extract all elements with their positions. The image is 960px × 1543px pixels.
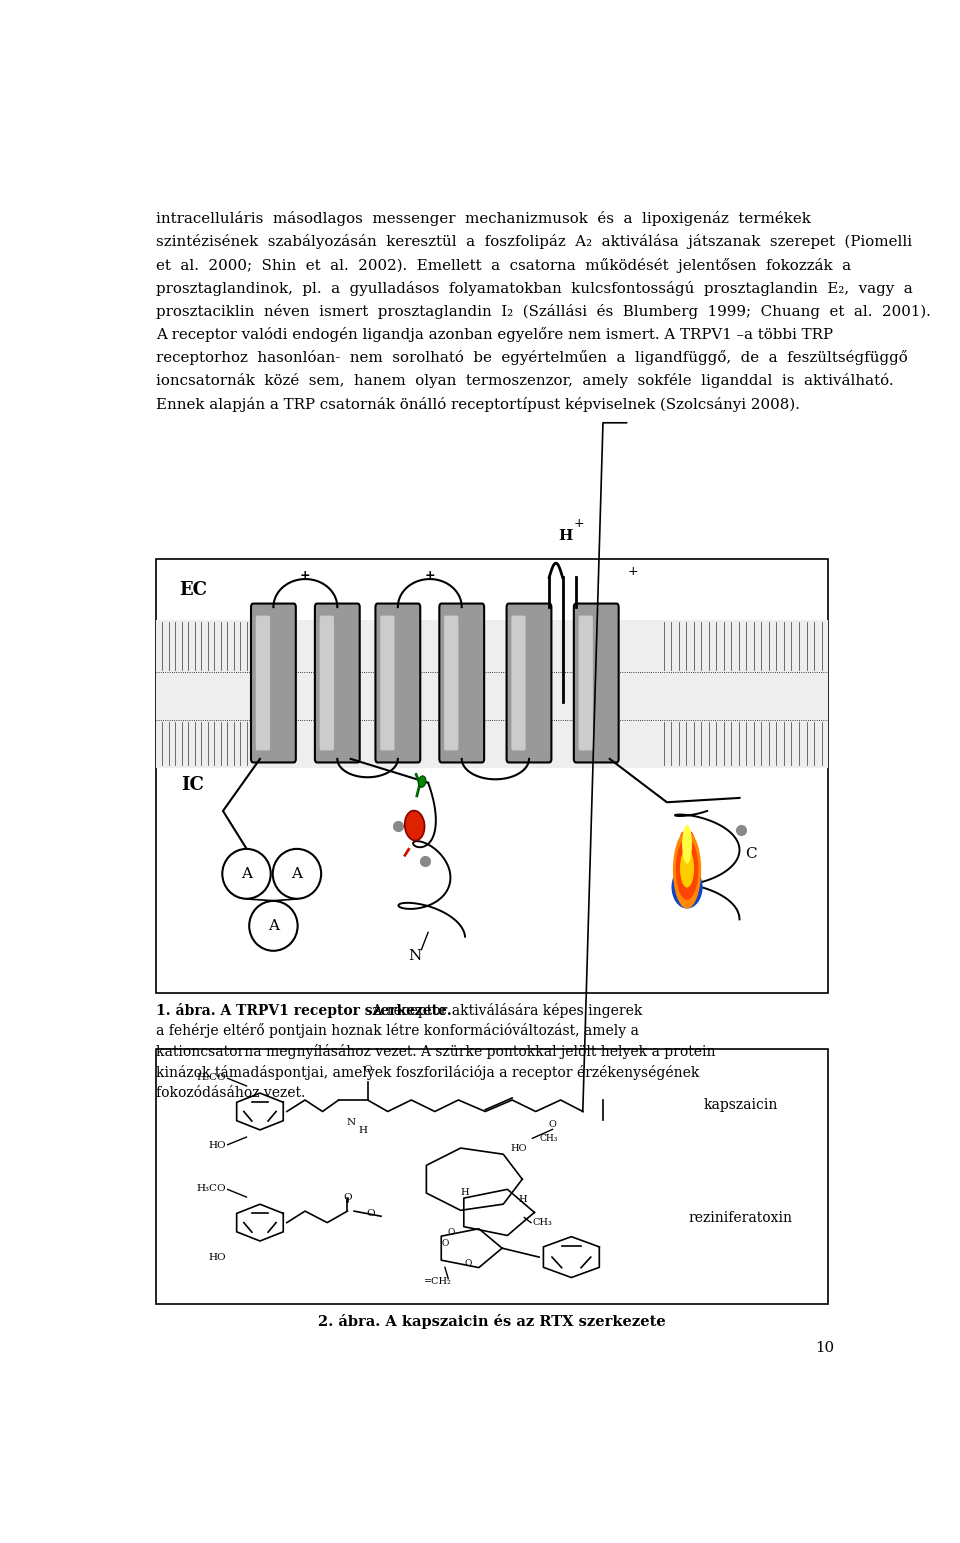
Text: kapszaicin: kapszaicin [704, 1099, 778, 1113]
FancyBboxPatch shape [507, 603, 551, 762]
Text: O: O [442, 1239, 448, 1248]
Ellipse shape [419, 776, 426, 787]
Ellipse shape [671, 866, 703, 909]
Text: szintézisének  szabályozásán  keresztül  a  foszfolipáz  A₂  aktiválása  játszan: szintézisének szabályozásán keresztül a … [156, 235, 912, 250]
Ellipse shape [676, 838, 698, 900]
Text: +: + [300, 569, 311, 582]
Text: O: O [343, 1193, 351, 1202]
Ellipse shape [273, 849, 322, 898]
Text: a fehérje eltérő pontjain hoznak létre konformációváltozást, amely a: a fehérje eltérő pontjain hoznak létre k… [156, 1023, 638, 1038]
Text: et  al.  2000;  Shin  et  al.  2002).  Emellett  a  csatorna  működését  jelentő: et al. 2000; Shin et al. 2002). Emellett… [156, 258, 851, 273]
Text: H₃CO: H₃CO [197, 1072, 227, 1082]
FancyBboxPatch shape [440, 603, 484, 762]
Text: intracelluláris  másodlagos  messenger  mechanizmusok  és  a  lipoxigenáz  termé: intracelluláris másodlagos messenger mec… [156, 211, 810, 227]
FancyBboxPatch shape [375, 603, 420, 762]
Bar [156, 1049, 828, 1304]
FancyBboxPatch shape [251, 603, 296, 762]
FancyBboxPatch shape [255, 616, 270, 750]
Text: A receptor aktiválására képes ingerek: A receptor aktiválására képes ingerek [368, 1003, 642, 1017]
Text: +: + [574, 517, 585, 531]
Text: A: A [268, 920, 279, 934]
Text: prosztaciklin  néven  ismert  prosztaglandin  I₂  (Szállási  és  Blumberg  1999;: prosztaciklin néven ismert prosztaglandi… [156, 304, 930, 319]
Text: ioncsatornák  közé  sem,  hanem  olyan  termoszenzor,  amely  sokféle  liganddal: ioncsatornák közé sem, hanem olyan termo… [156, 373, 894, 389]
Text: Ennek alapján a TRP csatornák önálló receptortípust képviselnek (Szolcsányi 2008: Ennek alapján a TRP csatornák önálló rec… [156, 397, 800, 412]
Text: N: N [408, 949, 421, 963]
Text: O: O [363, 1066, 372, 1074]
Text: IC: IC [181, 776, 204, 795]
Text: +: + [424, 569, 435, 582]
Text: H: H [559, 529, 573, 543]
FancyBboxPatch shape [315, 603, 360, 762]
Text: receptorhoz  hasonlóan-  nem  sorolható  be  egyértelműen  a  ligandfüggő,  de  : receptorhoz hasonlóan- nem sorolható be … [156, 350, 907, 366]
Bar [156, 560, 828, 994]
Text: prosztaglandinok,  pl.  a  gyulladásos  folyamatokban  kulcsfontosságú  prosztag: prosztaglandinok, pl. a gyulladásos foly… [156, 281, 912, 296]
Text: 1. ábra. A TRPV1 receptor szerkezete.: 1. ábra. A TRPV1 receptor szerkezete. [156, 1003, 451, 1017]
Text: kinázok támadáspontjai, amelyek foszforilációja a receptor érzékenységének: kinázok támadáspontjai, amelyek foszfori… [156, 1065, 699, 1080]
Text: CH₃: CH₃ [540, 1134, 558, 1143]
Bar [156, 620, 828, 767]
Text: O: O [367, 1210, 375, 1217]
Text: H: H [461, 1188, 469, 1196]
Text: C: C [745, 847, 756, 861]
Text: fokozódásához vezet.: fokozódásához vezet. [156, 1086, 305, 1100]
Text: A receptor valódi endogén ligandja azonban egyelőre nem ismert. A TRPV1 –a többi: A receptor valódi endogén ligandja azonb… [156, 327, 832, 343]
FancyBboxPatch shape [444, 616, 458, 750]
Ellipse shape [405, 810, 424, 841]
Ellipse shape [223, 849, 271, 898]
Text: HO: HO [511, 1143, 527, 1153]
Ellipse shape [250, 901, 298, 950]
Text: A: A [292, 867, 302, 881]
Text: 2. ábra. A kapszaicin és az RTX szerkezete: 2. ábra. A kapszaicin és az RTX szerkeze… [318, 1315, 666, 1329]
Text: N: N [347, 1119, 355, 1128]
Ellipse shape [684, 832, 697, 892]
Text: H: H [358, 1126, 368, 1136]
Text: H₃CO: H₃CO [197, 1183, 227, 1193]
FancyBboxPatch shape [579, 616, 593, 750]
Ellipse shape [683, 826, 692, 864]
Text: H: H [518, 1196, 527, 1204]
Text: HO: HO [208, 1142, 227, 1151]
Text: O: O [465, 1259, 472, 1267]
Text: reziniferatoxin: reziniferatoxin [689, 1211, 793, 1225]
FancyBboxPatch shape [574, 603, 618, 762]
Ellipse shape [680, 849, 694, 887]
Text: =CH₂: =CH₂ [424, 1278, 452, 1285]
Text: CH₃: CH₃ [533, 1217, 552, 1227]
FancyBboxPatch shape [512, 616, 526, 750]
Text: 10: 10 [815, 1341, 834, 1355]
Text: O: O [548, 1120, 557, 1129]
Text: O: O [448, 1228, 455, 1237]
Ellipse shape [677, 832, 690, 892]
Ellipse shape [673, 832, 701, 909]
Text: HO: HO [208, 1253, 227, 1262]
Text: +: + [628, 565, 638, 579]
FancyBboxPatch shape [380, 616, 395, 750]
Text: EC: EC [179, 580, 206, 599]
Text: A: A [241, 867, 252, 881]
Text: kationcsatorna megnyílásához vezet. A szürke pontokkal jelölt helyek a protein: kationcsatorna megnyílásához vezet. A sz… [156, 1045, 715, 1058]
FancyBboxPatch shape [320, 616, 334, 750]
